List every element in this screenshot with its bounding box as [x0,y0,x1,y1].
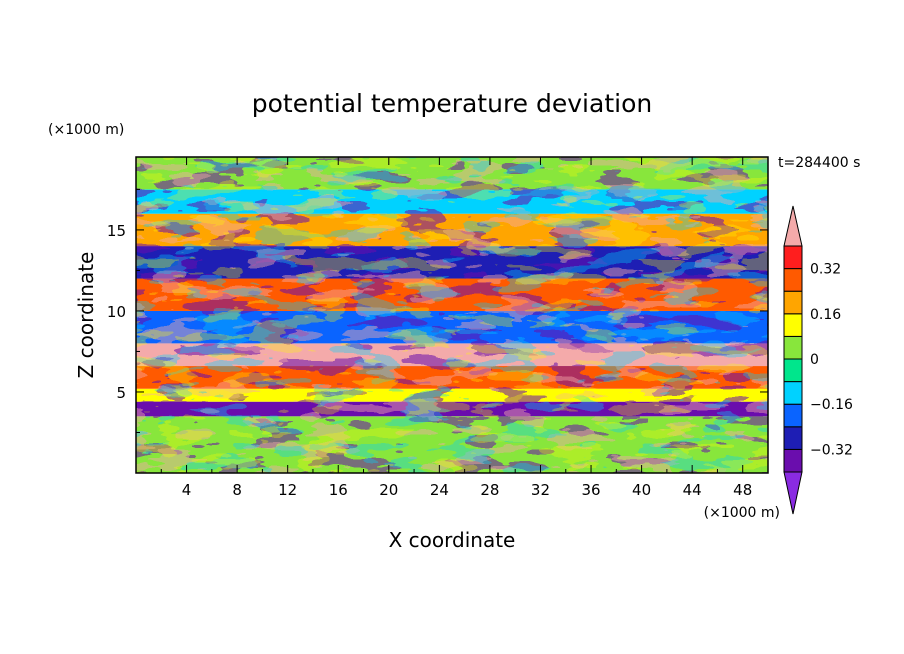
x-tick-label: 24 [430,481,449,499]
time-label: t=284400 s [778,155,860,171]
y-axis: 5 10 15 [107,188,768,433]
heatmap-field [136,157,768,473]
colorbar-label: −0.16 [810,397,853,413]
x-tick-label: 16 [329,481,348,499]
colorbar-label: 0 [810,352,819,368]
colorbar-label: 0.16 [810,307,841,323]
x-tick-label: 28 [480,481,499,499]
colorbar-box [783,403,803,428]
field-texture [136,157,768,473]
x-tick-label: 36 [581,481,600,499]
colorbar-box [783,381,803,405]
colorbar-box [783,245,803,270]
colorbar-box [783,448,803,473]
x-tick-label: 8 [232,481,242,499]
y-tick-label: 10 [107,303,126,321]
x-axis-label: X coordinate [389,528,516,552]
x-tick-label: 4 [182,481,192,499]
y-unit-label: (×1000 m) [48,122,124,138]
x-tick-label: 44 [683,481,702,499]
colorbar-box [783,426,803,450]
x-unit-label: (×1000 m) [704,505,780,521]
colorbar-label: 0.32 [810,262,841,278]
colorbar-box [783,313,803,337]
x-tick-label: 32 [531,481,550,499]
colorbar-extend-high [783,205,803,247]
colorbar-box [783,335,803,360]
colorbar-box [783,290,803,315]
colorbar-box [783,268,803,292]
colorbar: 0.32 0.16 0 −0.16 −0.32 [783,205,853,515]
x-tick-label: 40 [632,481,651,499]
x-tick-label: 20 [379,481,398,499]
x-axis: 4 8 12 16 20 24 28 32 36 40 44 48 [160,157,752,499]
x-tick-label: 12 [278,481,297,499]
y-tick-label: 5 [116,384,126,402]
x-tick-label: 48 [733,481,752,499]
colorbar-extend-low [783,471,803,515]
y-tick-label: 15 [107,222,126,240]
colorbar-box [783,358,803,383]
colorbar-label: −0.32 [810,442,853,458]
y-axis-label: Z coordinate [74,252,98,379]
plot-frame [135,156,769,474]
chart-title: potential temperature deviation [252,89,652,118]
